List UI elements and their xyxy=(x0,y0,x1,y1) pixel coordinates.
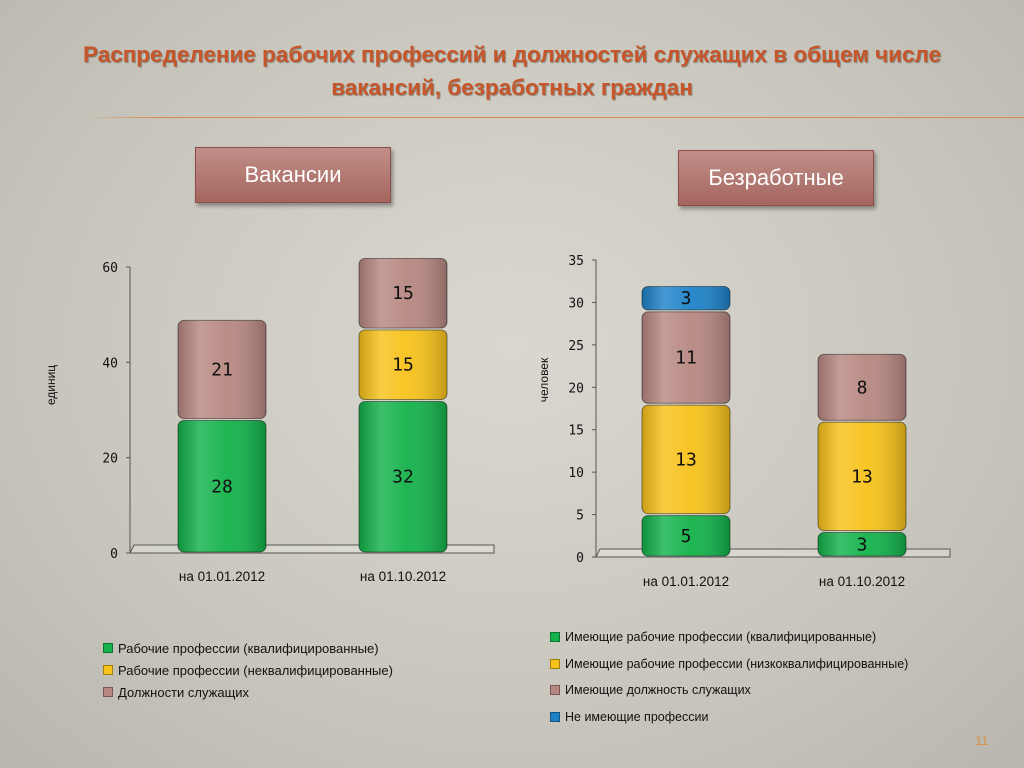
legend-swatch xyxy=(550,711,560,722)
legend-item: Имеющие рабочие профессии (низкоквалифиц… xyxy=(550,651,908,678)
bar-segment-shading xyxy=(642,405,730,514)
legend-label: Имеющие должность служащих xyxy=(565,683,751,698)
y-tick-label: 0 xyxy=(576,551,584,566)
x-category-label: на 01.10.2012 xyxy=(819,574,905,589)
data-label: 13 xyxy=(851,466,873,487)
y-tick-label: 40 xyxy=(102,356,118,371)
data-label: 32 xyxy=(392,467,414,488)
data-label: 15 xyxy=(392,355,414,376)
legend-swatch xyxy=(103,665,113,675)
y-tick-label: 35 xyxy=(568,254,584,269)
bar-segment-shading xyxy=(359,329,447,400)
unemployed-badge: Безработные xyxy=(678,150,874,206)
legend-label: Имеющие рабочие профессии (квалифицирова… xyxy=(565,630,877,645)
data-label: 28 xyxy=(211,476,233,497)
legend-item: Не имеющие профессии xyxy=(550,704,908,731)
data-label: 13 xyxy=(675,449,697,470)
data-label: 11 xyxy=(675,348,697,369)
y-tick-label: 20 xyxy=(568,381,584,396)
unemployed-legend: Имеющие рабочие профессии (квалифицирова… xyxy=(550,624,908,730)
title-divider xyxy=(80,117,1024,118)
data-label: 3 xyxy=(681,288,692,309)
legend-swatch xyxy=(550,632,560,643)
bar-segment-shading xyxy=(642,286,730,310)
legend-swatch xyxy=(550,685,560,696)
vacancies-badge: Вакансии xyxy=(195,147,391,203)
bar-segment-shading xyxy=(818,532,906,556)
legend-label: Не имеющие профессии xyxy=(565,709,709,724)
legend-item: Рабочие профессии (квалифицированные) xyxy=(103,637,393,659)
legend-item: Имеющие должность служащих xyxy=(550,677,908,704)
data-label: 15 xyxy=(392,283,414,304)
legend-label: Рабочие профессии (неквалифицированные) xyxy=(118,662,393,678)
legend-label: Рабочие профессии (квалифицированные) xyxy=(118,640,379,656)
legend-item: Должности служащих xyxy=(103,681,393,703)
bar-segment-shading xyxy=(359,401,447,552)
y-axis-label: единиц xyxy=(44,365,58,405)
bar-segment-shading xyxy=(642,515,730,556)
legend-swatch xyxy=(103,687,113,697)
legend-swatch xyxy=(550,658,560,669)
slide-number: 11 xyxy=(975,733,989,748)
data-label: 21 xyxy=(211,359,233,380)
y-tick-label: 5 xyxy=(576,509,584,524)
legend-swatch xyxy=(103,643,113,653)
y-tick-label: 10 xyxy=(568,466,584,481)
vacancies-legend: Рабочие профессии (квалифицированные) Раб… xyxy=(103,637,393,703)
bar-segment-shading xyxy=(359,258,447,328)
x-category-label: на 01.01.2012 xyxy=(643,574,729,589)
x-category-label: на 01.01.2012 xyxy=(179,569,265,584)
legend-item: Рабочие профессии (неквалифицированные) xyxy=(103,659,393,681)
x-category-label: на 01.10.2012 xyxy=(360,569,446,584)
legend-item: Имеющие рабочие профессии (квалифицирова… xyxy=(550,624,908,651)
bar-segment-shading xyxy=(642,311,730,404)
data-label: 8 xyxy=(857,377,868,398)
data-label: 5 xyxy=(681,526,692,547)
vacancies-chart: 0 20 40 60 единиц 28 21 на 01.01.2012 32 15 15 на 0… xyxy=(44,257,495,584)
y-axis-label: человек xyxy=(537,357,551,402)
data-label: 3 xyxy=(857,534,868,555)
legend-label: Должности служащих xyxy=(118,684,250,700)
bar-segment-shading xyxy=(818,422,906,531)
y-tick-label: 20 xyxy=(102,452,118,467)
bar-segment-shading xyxy=(818,354,906,421)
y-tick-label: 30 xyxy=(568,296,584,311)
slide-title: Распределение рабочих профессий и должно… xyxy=(82,42,942,100)
bar-segment-shading xyxy=(178,420,266,552)
bar-segment-shading xyxy=(178,320,266,419)
y-tick-label: 15 xyxy=(568,424,584,439)
unemployed-chart: 0 5 10 15 20 25 30 35 человек 5 13 11 3 на 01.01.2012… xyxy=(537,254,951,589)
legend-label: Имеющие рабочие профессии (низкоквалифиц… xyxy=(565,656,909,671)
y-tick-label: 0 xyxy=(110,547,118,562)
y-tick-label: 25 xyxy=(568,339,584,354)
y-tick-label: 60 xyxy=(102,261,118,276)
